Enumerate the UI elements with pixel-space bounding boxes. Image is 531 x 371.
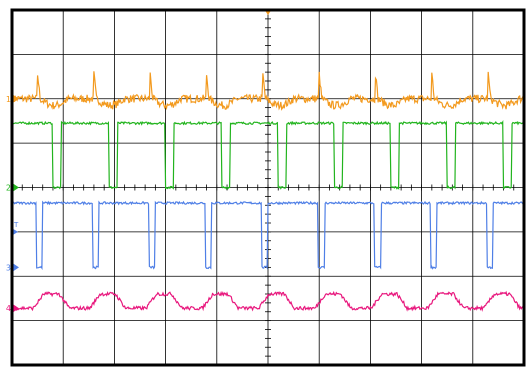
channel-2-label: 2 [6,184,11,193]
channel-1-label: 1 [6,95,11,104]
channel-1-ground-marker [13,94,19,103]
trace-ch1 [11,71,525,111]
channel-2-ground-marker [13,183,19,192]
display-frame [10,8,526,367]
trigger-level-label: T [13,221,19,229]
channel-3-ground-marker [13,263,19,272]
channel-4-label: 4 [6,304,11,313]
channel-3-label: 3 [6,263,11,272]
trace-ch3 [12,200,525,271]
channel-4-ground-marker [13,304,19,313]
trace-ch4 [11,290,525,312]
trace-ch2 [11,119,525,191]
trigger-level-marker [13,228,18,235]
traces [11,71,525,312]
